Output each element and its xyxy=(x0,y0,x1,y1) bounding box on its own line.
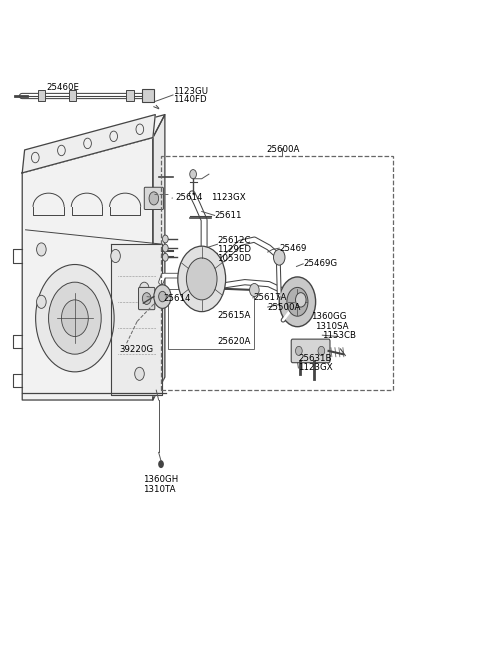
Circle shape xyxy=(36,295,46,308)
Text: 25631B: 25631B xyxy=(299,354,332,363)
Text: 25500A: 25500A xyxy=(268,302,301,312)
Text: 25614: 25614 xyxy=(175,194,203,202)
Polygon shape xyxy=(22,138,153,400)
Text: 1123GX: 1123GX xyxy=(211,194,246,202)
Circle shape xyxy=(296,346,302,356)
Circle shape xyxy=(162,235,168,243)
Bar xyxy=(161,157,393,390)
Circle shape xyxy=(279,277,316,327)
Circle shape xyxy=(158,461,164,468)
Text: 1140FD: 1140FD xyxy=(173,95,206,104)
Circle shape xyxy=(154,285,171,308)
Circle shape xyxy=(36,243,46,256)
FancyBboxPatch shape xyxy=(144,187,163,209)
Text: 39220G: 39220G xyxy=(119,345,153,354)
Bar xyxy=(69,91,76,101)
Text: 10530D: 10530D xyxy=(217,254,252,263)
FancyBboxPatch shape xyxy=(291,339,330,363)
Text: 25615A: 25615A xyxy=(217,311,251,320)
Bar xyxy=(126,91,134,101)
Polygon shape xyxy=(153,115,165,400)
Text: 25620A: 25620A xyxy=(217,337,251,346)
Text: 25600A: 25600A xyxy=(266,146,300,154)
Text: 1360GG: 1360GG xyxy=(311,312,347,321)
Circle shape xyxy=(36,264,114,372)
Text: 1360GH: 1360GH xyxy=(144,476,179,484)
Text: 25614: 25614 xyxy=(163,294,191,303)
Circle shape xyxy=(162,253,168,261)
Text: 25617A: 25617A xyxy=(253,293,286,302)
Bar xyxy=(37,91,45,101)
Circle shape xyxy=(140,282,149,295)
Text: 1123GX: 1123GX xyxy=(299,363,333,373)
Circle shape xyxy=(135,367,144,380)
Circle shape xyxy=(143,293,151,304)
Circle shape xyxy=(111,249,120,262)
Bar xyxy=(168,289,254,349)
FancyBboxPatch shape xyxy=(139,287,155,310)
Polygon shape xyxy=(111,244,162,395)
Text: 25469G: 25469G xyxy=(303,259,337,268)
Circle shape xyxy=(149,192,158,205)
Polygon shape xyxy=(22,115,165,173)
Text: 25469: 25469 xyxy=(279,243,307,253)
Text: 25460E: 25460E xyxy=(46,83,79,92)
Circle shape xyxy=(274,249,285,265)
Text: 1123GU: 1123GU xyxy=(173,87,208,96)
Circle shape xyxy=(190,170,196,178)
Text: 1153CB: 1153CB xyxy=(323,331,356,340)
Text: 1129ED: 1129ED xyxy=(217,245,252,254)
Circle shape xyxy=(158,291,166,302)
Circle shape xyxy=(178,246,226,312)
Circle shape xyxy=(250,283,259,297)
Bar xyxy=(142,89,154,102)
Circle shape xyxy=(287,287,308,316)
Text: 1310TA: 1310TA xyxy=(144,485,176,493)
Circle shape xyxy=(48,282,101,354)
Polygon shape xyxy=(22,115,156,173)
Circle shape xyxy=(186,258,217,300)
Circle shape xyxy=(296,293,306,307)
Text: 1310SA: 1310SA xyxy=(315,321,348,331)
Circle shape xyxy=(162,244,168,252)
Text: 25612C: 25612C xyxy=(217,236,251,245)
Circle shape xyxy=(61,300,88,337)
Circle shape xyxy=(318,346,324,356)
Text: 25611: 25611 xyxy=(215,211,242,220)
